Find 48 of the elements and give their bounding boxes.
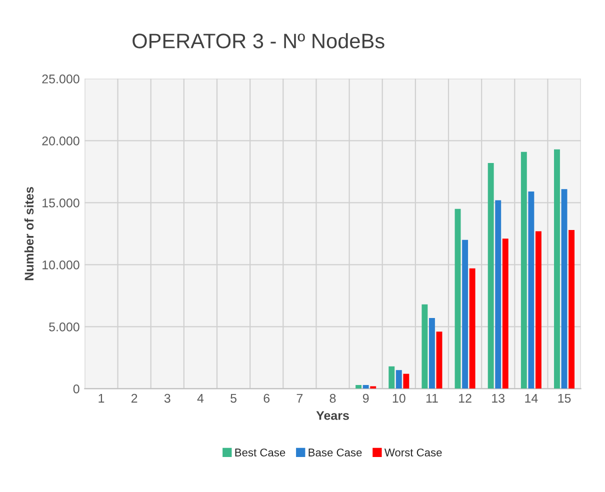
chart-title: OPERATOR 3 - Nº NodeBs [132,33,384,48]
bar [388,366,395,389]
x-tick-label: 11 [426,394,438,403]
x-tick-label: 4 [197,394,204,403]
x-tick-label: 1 [98,394,104,403]
bar [403,374,410,389]
y-tick-label: 25.000 [42,74,80,84]
y-tick-label: 0 [73,384,80,394]
y-axis-title: Number of sites [24,186,34,280]
bar [436,332,442,389]
bar [454,208,461,389]
bar [356,384,362,389]
bar [502,238,508,389]
bar [469,268,476,389]
bar [462,240,468,389]
bar [488,163,494,389]
x-tick-label: 8 [330,394,336,403]
legend-label: Best Case [235,448,286,456]
x-tick-label: 14 [525,394,538,403]
bar [428,318,435,389]
x-tick-label: 9 [362,394,369,403]
x-axis-title: Years [316,411,349,420]
x-tick-label: 15 [558,394,571,403]
bar [362,384,369,389]
bar [561,189,568,389]
x-tick-label: 7 [296,394,303,403]
x-tick-label: 10 [392,394,406,403]
y-tick-label: 10.000 [42,260,80,270]
bar [554,149,560,389]
bar [422,304,428,389]
legend-label: Base Case [308,448,362,456]
x-tick-label: 12 [459,394,472,403]
x-tick-label: 2 [131,394,138,403]
x-tick-label: 13 [492,394,505,403]
y-tick-label: 20.000 [42,136,80,146]
y-tick-label: 15.000 [42,198,80,208]
bar [396,370,402,389]
x-tick-label: 5 [230,394,236,403]
y-tick-label: 5.000 [49,322,80,332]
bar [568,230,575,389]
bar [370,386,376,389]
bar [535,231,542,389]
x-tick-label: 6 [264,394,270,403]
bar [528,192,534,389]
bar [495,200,502,389]
x-tick-label: 3 [164,394,170,403]
legend-label: Worst Case [384,448,442,456]
bar [520,152,527,389]
